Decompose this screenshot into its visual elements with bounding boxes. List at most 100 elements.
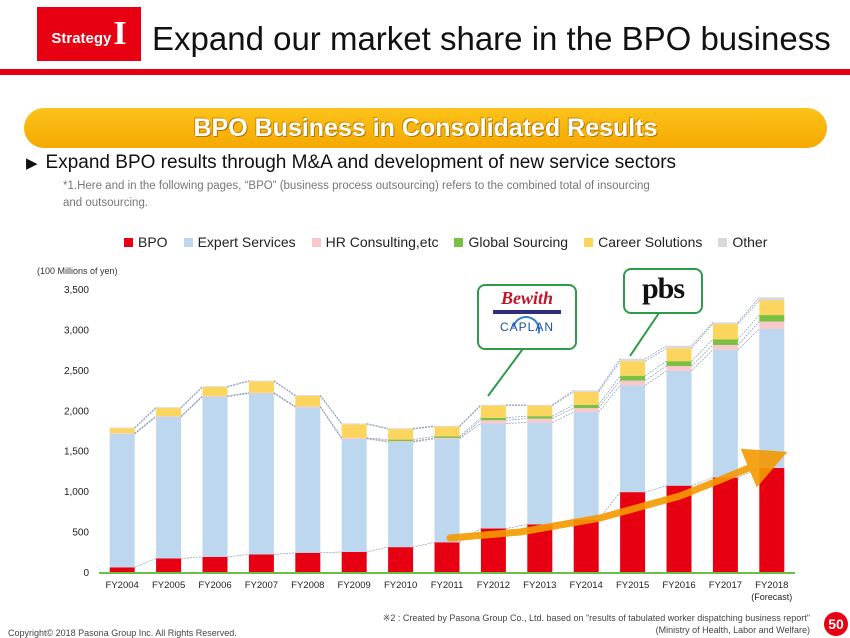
legend-item: BPO [124, 234, 168, 250]
series-connector-line [227, 554, 249, 558]
bar-segment [620, 358, 646, 362]
bar-segment [248, 381, 274, 393]
series-connector-line [737, 297, 760, 323]
series-connector-line [552, 407, 574, 419]
caplan-logo: CAPLAN [499, 320, 555, 334]
bar-segment [712, 349, 738, 478]
footnote-bpo-definition: *1.Here and in the following pages, “BPO… [63, 180, 650, 209]
series-connector-line [737, 314, 760, 340]
footnote-source: ※2 : Created by Pasona Group Co., Ltd. b… [383, 612, 810, 636]
series-connector-line [552, 411, 574, 423]
bar-segment [434, 425, 460, 427]
banner-text: BPO Business in Consolidated Results [193, 113, 658, 142]
bewith-logo-band [493, 310, 561, 314]
bar-segment [759, 321, 785, 329]
series-connector-line [320, 395, 342, 425]
x-tick-label: FY2017 [709, 580, 742, 591]
series-connector-line [320, 551, 342, 554]
series-connector-line [505, 524, 528, 529]
series-connector-line [273, 381, 296, 397]
x-tick-label: FY2015 [616, 580, 649, 591]
x-tick-label: FY2004 [106, 580, 139, 591]
series-connector-line [505, 415, 528, 419]
series-connector-line [273, 392, 296, 407]
x-tick-label: FY2006 [198, 580, 231, 591]
legend-label: Career Solutions [598, 234, 703, 250]
y-tick-label: 500 [72, 528, 89, 539]
x-tick-label: FY2010 [384, 580, 417, 591]
series-connector-line [227, 392, 249, 397]
y-tick-label: 2,000 [64, 406, 89, 417]
lead-text-body: Expand BPO results through M&A and devel… [45, 152, 677, 173]
pbs-callout-pointer [629, 309, 662, 357]
legend-swatch [718, 237, 728, 247]
legend-item: Career Solutions [584, 234, 702, 250]
series-connector-line [413, 425, 435, 429]
series-connector-line [505, 422, 528, 424]
series-connector-line [644, 345, 667, 360]
series-connector-line [227, 380, 249, 387]
series-connector-line [737, 321, 760, 346]
x-tick-label: FY2011 [431, 580, 464, 591]
series-connector-line [180, 395, 203, 417]
series-connector-line [459, 405, 482, 427]
series-connector-line [598, 380, 621, 409]
copyright: Copyright© 2018 Pasona Group Inc. All Ri… [8, 628, 237, 638]
bar-segment [248, 380, 274, 382]
legend-item: Global Sourcing [454, 234, 568, 250]
series-connector-line [552, 389, 574, 406]
bar-segment [295, 395, 321, 396]
bar-segment [202, 396, 228, 557]
bar-segment [434, 426, 460, 437]
bar-segment [480, 420, 506, 424]
bar-segment [248, 393, 274, 555]
bar-segment [202, 556, 228, 573]
legend-swatch [584, 237, 594, 247]
legend-label: HR Consulting,etc [325, 234, 439, 250]
footnote-source-line2: (Ministry of Health, Labor and Welfare) [655, 625, 810, 635]
bar-segment [202, 395, 228, 397]
bar-segment [341, 438, 367, 552]
y-tick-label: 3,000 [64, 325, 89, 336]
footnote-source-line1: ※2 : Created by Pasona Group Co., Ltd. b… [382, 613, 810, 623]
legend-item: HR Consulting,etc [311, 234, 439, 250]
arrow-icon: ▶ [26, 155, 38, 172]
series-connector-line [413, 437, 435, 442]
legend-swatch [124, 237, 133, 247]
x-tick-label: FY2007 [245, 580, 278, 591]
bar-segment [109, 433, 135, 434]
bar-segment [620, 375, 646, 381]
series-connector-line [598, 385, 621, 413]
series-connector-line [273, 380, 296, 396]
bar-segment [712, 322, 738, 324]
series-connector-line [134, 416, 157, 435]
series-connector-line [320, 407, 342, 439]
bar-segment [248, 392, 274, 394]
bar-segment [759, 467, 785, 573]
bar-segment [759, 297, 785, 301]
bewith-callout-pointer [487, 345, 526, 397]
series-connector-line [552, 404, 574, 417]
series-connector-line [459, 417, 482, 437]
legend-swatch [454, 237, 464, 247]
badge-word: Strategy [51, 29, 112, 47]
series-connector-line [644, 360, 667, 376]
series-connector-line [413, 426, 435, 430]
series-connector-line [505, 418, 528, 421]
series-connector-line [413, 438, 435, 443]
lead-text: ▶ Expand BPO results through M&A and deve… [26, 152, 676, 174]
legend-label: Global Sourcing [468, 234, 569, 250]
x-tick-label: FY2018 [755, 580, 788, 591]
series-connector-line [366, 423, 389, 430]
series-connector-line [134, 407, 157, 429]
series-connector-line [598, 358, 621, 391]
legend-swatch [183, 237, 193, 247]
bar-segment [759, 300, 785, 316]
page-title: Expand our market share in the BPO busin… [152, 20, 831, 57]
bar-segment [156, 416, 182, 559]
bar-segment [666, 370, 692, 486]
growth-arrow [446, 448, 788, 542]
bar-segment [109, 433, 135, 568]
x-tick-label: FY2013 [523, 580, 556, 591]
